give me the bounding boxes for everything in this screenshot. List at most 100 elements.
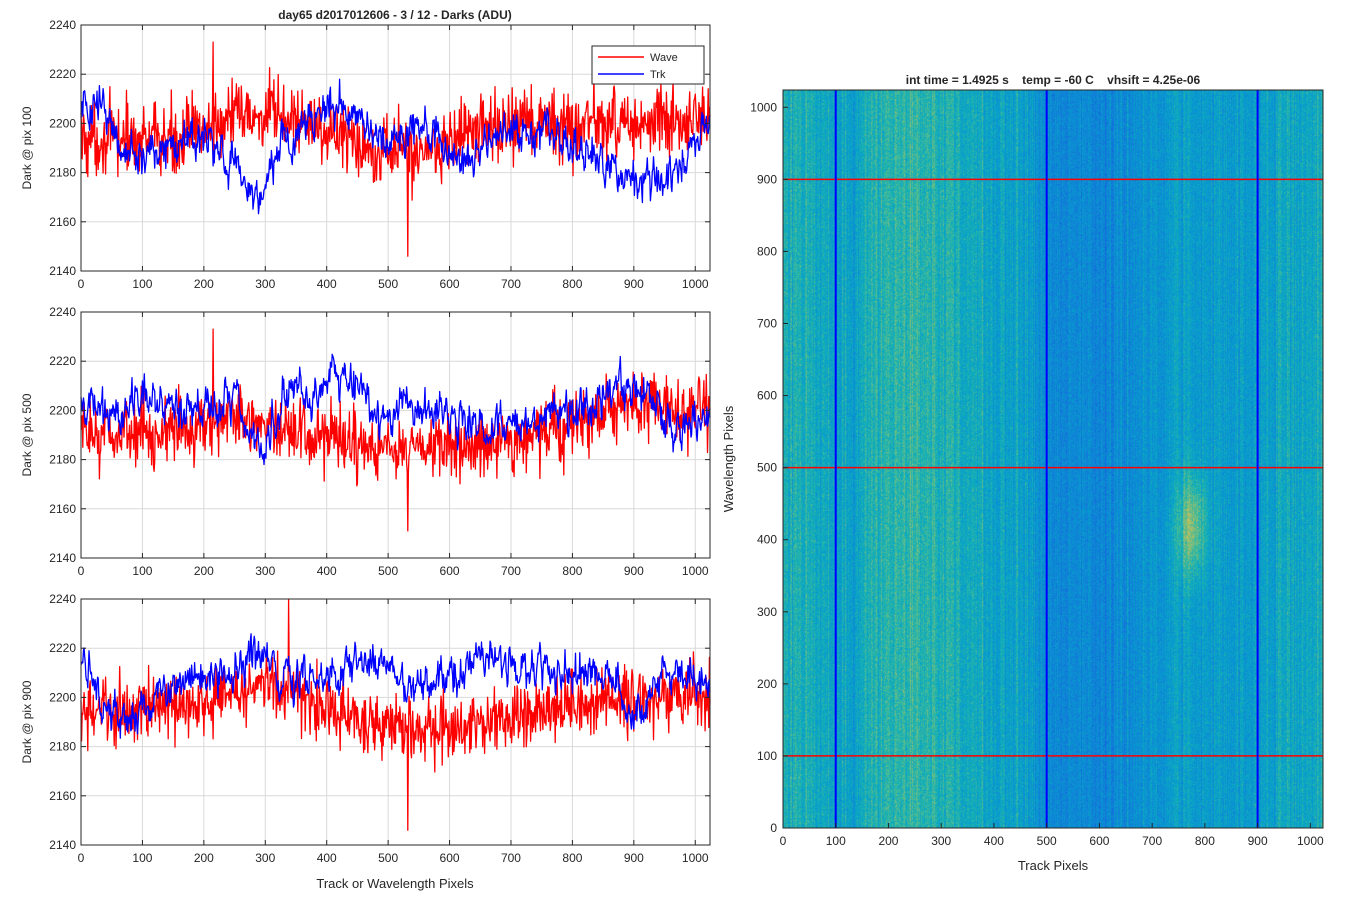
x-tick-label: 0 <box>78 564 85 578</box>
y-tick-label: 2180 <box>49 453 76 467</box>
heatmap-x-tick-label: 700 <box>1142 834 1162 848</box>
heatmap-y-tick-label: 500 <box>757 461 777 475</box>
heatmap-x-axis-label: Track Pixels <box>1018 858 1089 873</box>
x-tick-label: 600 <box>440 564 460 578</box>
x-tick-label: 600 <box>440 277 460 291</box>
x-tick-label: 700 <box>501 851 521 865</box>
heatmap-overlay: 0 100 200 300 400 500 600 700 800 900 1000 0 100 200 3… <box>750 89 1324 848</box>
heatmap-x-tick-label: 900 <box>1248 834 1268 848</box>
heatmap-x-tick-label: 500 <box>1037 834 1057 848</box>
y-tick-label: 2200 <box>49 690 76 704</box>
x-tick-label: 500 <box>378 277 398 291</box>
axes-box <box>80 24 711 272</box>
heatmap-image <box>783 90 1323 828</box>
heatmap-x-tick-label: 300 <box>931 834 951 848</box>
heatmap-y-tick-label: 100 <box>757 749 777 763</box>
y-tick-label: 2220 <box>49 67 76 81</box>
y-axis-label: Dark @ pix 900 <box>20 680 34 763</box>
heatmap-x-tick-label: 400 <box>984 834 1004 848</box>
y-tick-label: 2220 <box>49 641 76 655</box>
x-tick-label: 100 <box>132 277 152 291</box>
series-trk-line <box>80 633 711 739</box>
x-tick-label: 400 <box>317 277 337 291</box>
x-tick-label: 300 <box>255 277 275 291</box>
x-tick-label: 0 <box>78 277 85 291</box>
x-axis-label: Track or Wavelength Pixels <box>316 876 474 891</box>
x-tick-label: 700 <box>501 277 521 291</box>
x-tick-label: 500 <box>378 851 398 865</box>
x-tick-label: 900 <box>624 851 644 865</box>
x-tick-label: 700 <box>501 564 521 578</box>
heatmap-y-tick-label: 200 <box>757 677 777 691</box>
axes-box <box>80 598 711 846</box>
x-tick-label: 100 <box>132 564 152 578</box>
x-tick-label: 500 <box>378 564 398 578</box>
heatmap-y-tick-label: 300 <box>757 605 777 619</box>
y-tick-label: 2140 <box>49 838 76 852</box>
heatmap-title: int time = 1.4925 s temp = -60 C vhsift … <box>906 73 1201 87</box>
x-tick-label: 400 <box>317 851 337 865</box>
heatmap-y-tick-label: 900 <box>757 172 777 186</box>
y-tick-label: 2160 <box>49 502 76 516</box>
heatmap-y-tick-label: 700 <box>757 317 777 331</box>
heatmap-y-tick-label: 1000 <box>750 100 777 114</box>
y-tick-label: 2140 <box>49 264 76 278</box>
heatmap-x-tick-label: 600 <box>1089 834 1109 848</box>
x-tick-label: 1000 <box>682 277 709 291</box>
legend: Wave Trk <box>591 45 705 85</box>
heatmap-y-axis-label: Wavelength Pixels <box>721 405 736 512</box>
y-tick-label: 2200 <box>49 403 76 417</box>
y-tick-label: 2220 <box>49 354 76 368</box>
x-tick-label: 300 <box>255 851 275 865</box>
y-axis-label: Dark @ pix 100 <box>20 106 34 189</box>
x-tick-label: 200 <box>194 851 214 865</box>
heatmap-x-tick-label: 1000 <box>1297 834 1324 848</box>
y-tick-label: 2160 <box>49 789 76 803</box>
legend-wave-label: Wave <box>650 52 678 64</box>
series-wave-line <box>80 328 711 532</box>
heatmap-axes-box <box>782 89 1324 829</box>
y-axis-label: Dark @ pix 500 <box>20 393 34 476</box>
axes-box <box>80 311 711 559</box>
plot-area <box>81 312 710 558</box>
x-tick-label: 800 <box>562 851 582 865</box>
y-tick-label: 2240 <box>49 18 76 32</box>
x-tick-label: 600 <box>440 851 460 865</box>
series-trk-line <box>80 78 711 215</box>
x-tick-label: 1000 <box>682 851 709 865</box>
y-tick-label: 2180 <box>49 740 76 754</box>
heatmap-x-tick-label: 800 <box>1195 834 1215 848</box>
x-tick-label: 900 <box>624 277 644 291</box>
heatmap-x-tick-label: 0 <box>780 834 787 848</box>
y-tick-label: 2200 <box>49 116 76 130</box>
y-tick-label: 2240 <box>49 305 76 319</box>
series-wave-line <box>80 598 711 831</box>
y-tick-label: 2160 <box>49 215 76 229</box>
heatmap-image-frame <box>783 90 1323 828</box>
line-plot-pix-900: 0 100 200 300 400 500 600 700 800 900 1000 2140 2160… <box>20 592 711 865</box>
heatmap-y-tick-label: 0 <box>770 821 777 835</box>
x-tick-label: 800 <box>562 564 582 578</box>
heatmap-y-tick-label: 600 <box>757 389 777 403</box>
heatmap-y-tick-label: 400 <box>757 533 777 547</box>
y-tick-label: 2180 <box>49 166 76 180</box>
series-wave-line <box>80 41 711 257</box>
legend-trk-label: Trk <box>650 69 666 81</box>
x-tick-label: 200 <box>194 277 214 291</box>
heatmap-y-tick-label: 800 <box>757 244 777 258</box>
x-tick-label: 400 <box>317 564 337 578</box>
x-tick-label: 200 <box>194 564 214 578</box>
y-tick-label: 2140 <box>49 551 76 565</box>
heatmap-x-tick-label: 100 <box>826 834 846 848</box>
x-tick-label: 100 <box>132 851 152 865</box>
series-trk-line <box>80 353 711 466</box>
x-tick-label: 0 <box>78 851 85 865</box>
x-tick-label: 300 <box>255 564 275 578</box>
y-tick-label: 2240 <box>49 592 76 606</box>
x-tick-label: 800 <box>562 277 582 291</box>
x-tick-label: 1000 <box>682 564 709 578</box>
x-tick-label: 900 <box>624 564 644 578</box>
figure-title: day65 d2017012606 - 3 / 12 - Darks (ADU) <box>278 8 511 22</box>
line-plot-pix-500: 0 100 200 300 400 500 600 700 800 900 1000 2140 2160… <box>20 305 711 578</box>
